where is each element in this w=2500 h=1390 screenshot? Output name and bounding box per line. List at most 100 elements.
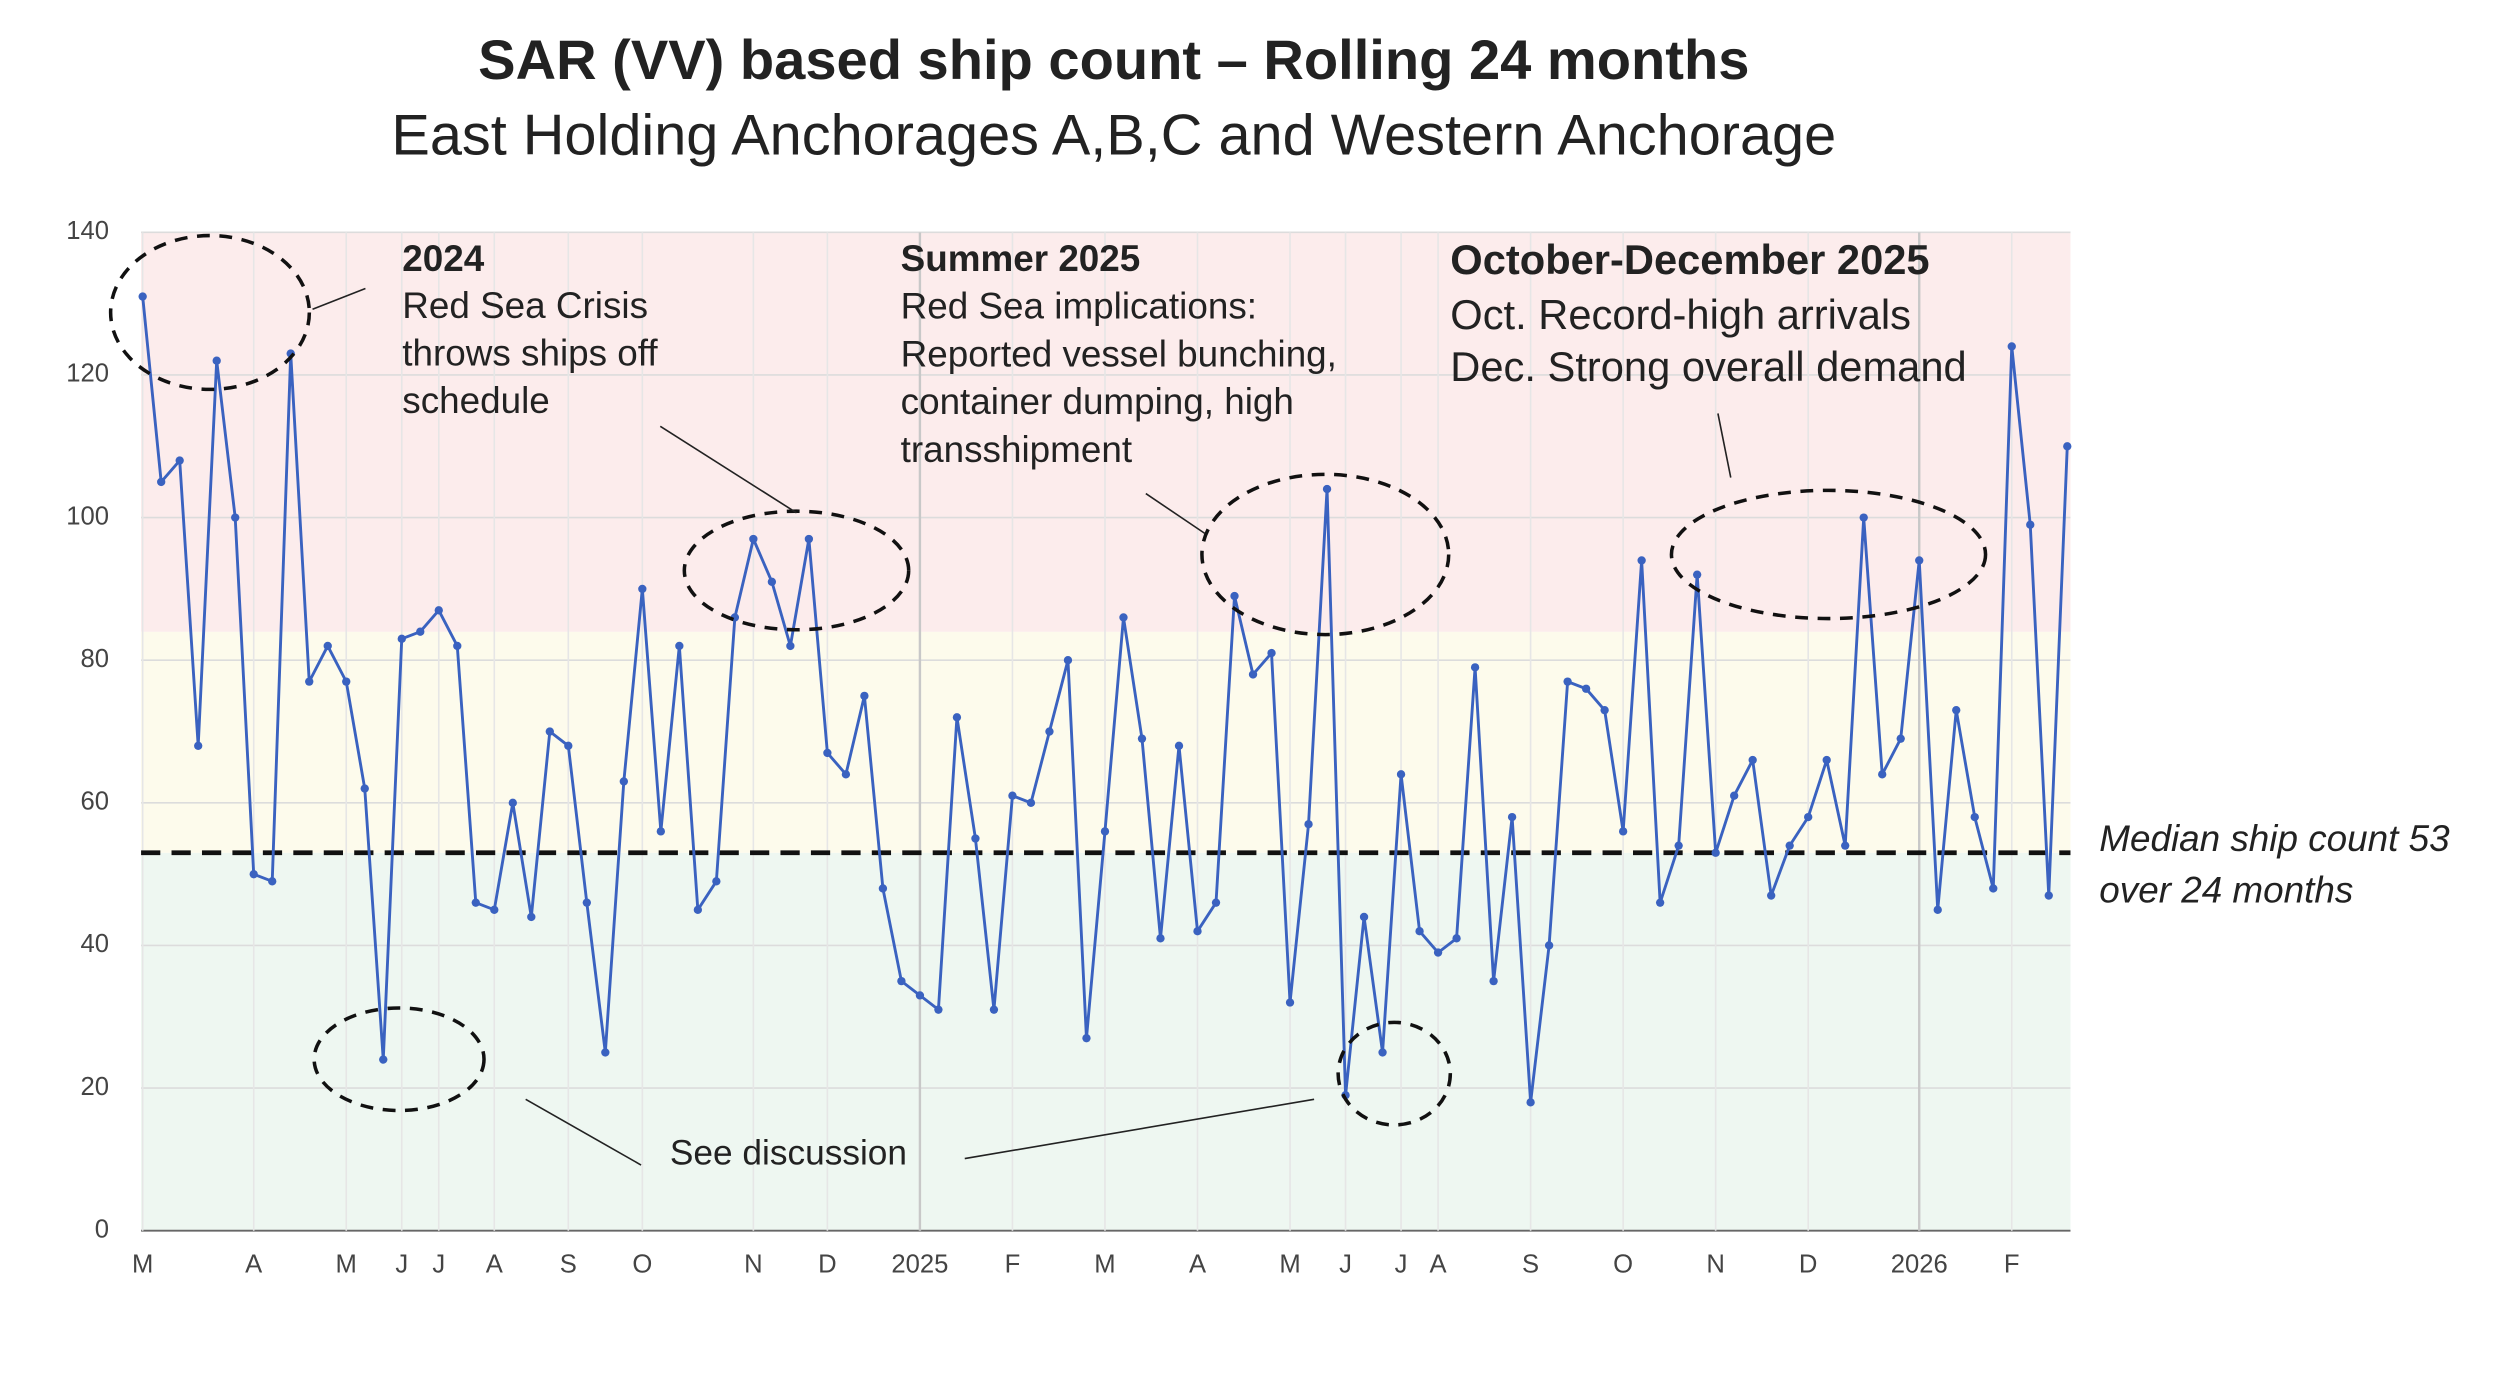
point — [1322, 484, 1332, 494]
x-tick-label: D — [1799, 1251, 1818, 1279]
point — [749, 534, 758, 544]
point — [1415, 927, 1424, 936]
point — [619, 777, 628, 786]
point — [989, 1005, 999, 1014]
point — [2007, 342, 2016, 351]
point — [453, 641, 462, 651]
annotation-text: throws ships off — [402, 332, 658, 373]
point — [1730, 791, 1739, 800]
point — [1378, 1048, 1387, 1057]
point — [416, 627, 425, 636]
point — [638, 584, 647, 594]
x-tick-label: A — [1430, 1251, 1448, 1279]
chart-title: SAR (VV) based ship count – Rolling 24 m… — [478, 28, 1749, 91]
point — [1915, 556, 1924, 565]
point — [305, 677, 314, 686]
point — [323, 641, 332, 651]
point — [527, 912, 536, 922]
leader-lines — [312, 287, 1732, 1166]
point — [1989, 884, 1998, 893]
annotation-text: transshipment — [901, 429, 1132, 470]
x-tick-label: M — [1279, 1251, 1300, 1279]
point — [397, 634, 406, 643]
point — [786, 641, 795, 651]
point — [1396, 770, 1406, 779]
point — [2026, 520, 2035, 529]
annotation-text: Oct. Record-high arrivals — [1450, 291, 1911, 338]
point — [564, 741, 573, 750]
point — [1618, 827, 1628, 836]
point — [1637, 556, 1646, 565]
ellipse — [682, 509, 911, 632]
point — [434, 606, 443, 615]
y-tick-label: 120 — [66, 360, 109, 388]
leader-line — [312, 287, 366, 311]
point — [1674, 841, 1683, 850]
point — [693, 905, 703, 914]
point — [1692, 570, 1702, 579]
point — [952, 713, 962, 722]
x-tick-label: O — [1613, 1251, 1633, 1279]
point — [712, 877, 721, 886]
plot: Median ship count 53 over 24 months — [138, 292, 2450, 1107]
annotation-title: October-December 2025 — [1450, 236, 1929, 283]
point — [767, 577, 777, 586]
point — [1748, 755, 1757, 765]
point — [545, 727, 554, 736]
point — [1785, 841, 1794, 850]
point — [1063, 656, 1073, 665]
point — [1174, 741, 1184, 750]
annotation-text: Dec. Strong overall demand — [1450, 343, 1966, 390]
y-tick-label: 60 — [81, 788, 110, 816]
point — [1304, 820, 1313, 829]
point — [1026, 798, 1036, 808]
y-tick-label: 100 — [66, 502, 109, 530]
point — [1933, 905, 1942, 914]
point — [490, 905, 499, 914]
point — [823, 748, 832, 758]
point — [1452, 934, 1461, 943]
point — [860, 691, 869, 701]
annotation-text: schedule — [402, 380, 549, 421]
x-tick-label: M — [336, 1251, 357, 1279]
point — [841, 770, 851, 779]
point — [1137, 734, 1147, 743]
x-tick-label: J — [1339, 1251, 1352, 1279]
ellipse — [312, 1006, 486, 1113]
annotation-text: Reported vessel bunching, — [901, 333, 1337, 374]
point — [138, 292, 147, 301]
point — [582, 898, 591, 907]
point — [1544, 941, 1554, 950]
annotation-title: Summer 2025 — [901, 238, 1141, 279]
point — [1526, 1098, 1535, 1107]
y-tick-label: 20 — [81, 1073, 110, 1101]
x-tick-label: A — [1189, 1251, 1207, 1279]
x-tick-label: 2026 — [1891, 1251, 1948, 1279]
point — [1970, 812, 1979, 822]
point — [1841, 841, 1850, 850]
point — [1248, 670, 1258, 679]
y-tick-label: 40 — [81, 930, 110, 958]
point — [1859, 513, 1868, 522]
x-tick-label: J — [395, 1251, 408, 1279]
point — [675, 641, 684, 651]
annotation-text: Red Sea implications: — [901, 286, 1257, 327]
median-label: Median ship count 53 — [2099, 818, 2450, 859]
leader-line — [525, 1098, 642, 1166]
x-tick-label: M — [1094, 1251, 1115, 1279]
annotation-text: container dumping, high — [901, 381, 1294, 422]
annotations: 2024 Red Sea Crisis throws ships off schedu… — [402, 236, 1966, 1173]
x-tick-label: N — [744, 1251, 763, 1279]
point — [1489, 976, 1498, 986]
point — [1822, 755, 1831, 765]
point — [1082, 1034, 1091, 1043]
point — [1100, 827, 1110, 836]
point — [1600, 705, 1609, 715]
annotation-title: 2024 — [402, 238, 484, 279]
point — [656, 827, 666, 836]
point — [1359, 912, 1369, 922]
x-tick-label: A — [486, 1251, 504, 1279]
point — [915, 991, 925, 1000]
point — [1008, 791, 1017, 800]
